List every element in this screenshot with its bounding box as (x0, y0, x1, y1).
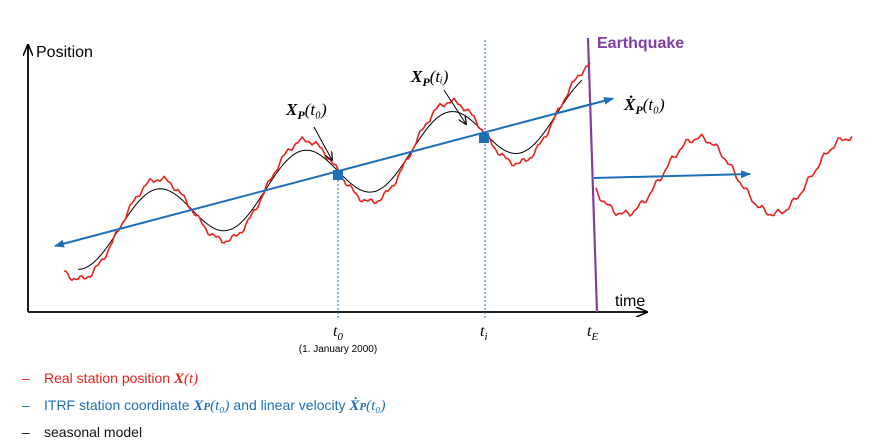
seasonal-model-curve (77, 79, 583, 270)
post-event-trend (593, 170, 751, 179)
legend-dash-blue: – (22, 397, 30, 413)
legend-dash-black: – (22, 424, 30, 440)
legend-text-real-position: Real station position (44, 370, 174, 386)
earthquake-line (586, 37, 599, 313)
tick-ti: ti (480, 323, 488, 343)
tick-tE: tE (587, 323, 598, 343)
legend-item-real-position: – Real station position X(t) (22, 370, 198, 388)
xp-t0-pointer (313, 126, 332, 160)
x-axis-label: time (615, 293, 645, 310)
legend-math-x: X(t) (173, 371, 199, 387)
itrf-linear-trend (54, 103, 593, 248)
tick-t0-note: (1. January 2000) (299, 344, 377, 355)
xp-t0-label: XP(t₀) (285, 100, 327, 122)
xp-t0-marker (333, 170, 343, 180)
real-position-curve-post-event (595, 133, 853, 218)
xp-dot-t0-label: ẊP(t₀) (623, 95, 665, 117)
y-axis-label: Position (36, 44, 93, 61)
tick-t0: t0 (333, 323, 343, 343)
earthquake-label: Earthquake (597, 35, 684, 52)
xp-ti-marker (479, 133, 489, 143)
legend-text-seasonal: seasonal model (44, 424, 143, 440)
legend-dash-red: – (22, 370, 30, 386)
legend-math-xp-dot: ẊP(t₀) (349, 398, 386, 414)
xp-ti-label: XP(tᵢ) (410, 67, 449, 89)
legend-text-itrf-mid: and linear velocity (229, 397, 350, 413)
legend-item-seasonal: – seasonal model (22, 424, 142, 440)
legend-text-itrf: ITRF station coordinate (44, 397, 194, 413)
legend-math-xp: XP(t₀) (193, 398, 230, 414)
legend-item-itrf: – ITRF station coordinate XP(t₀) and line… (22, 397, 386, 415)
xp-ti-pointer (443, 89, 466, 124)
real-position-curve (63, 62, 591, 282)
itrf-linear-trend-forward-head (559, 96, 614, 114)
